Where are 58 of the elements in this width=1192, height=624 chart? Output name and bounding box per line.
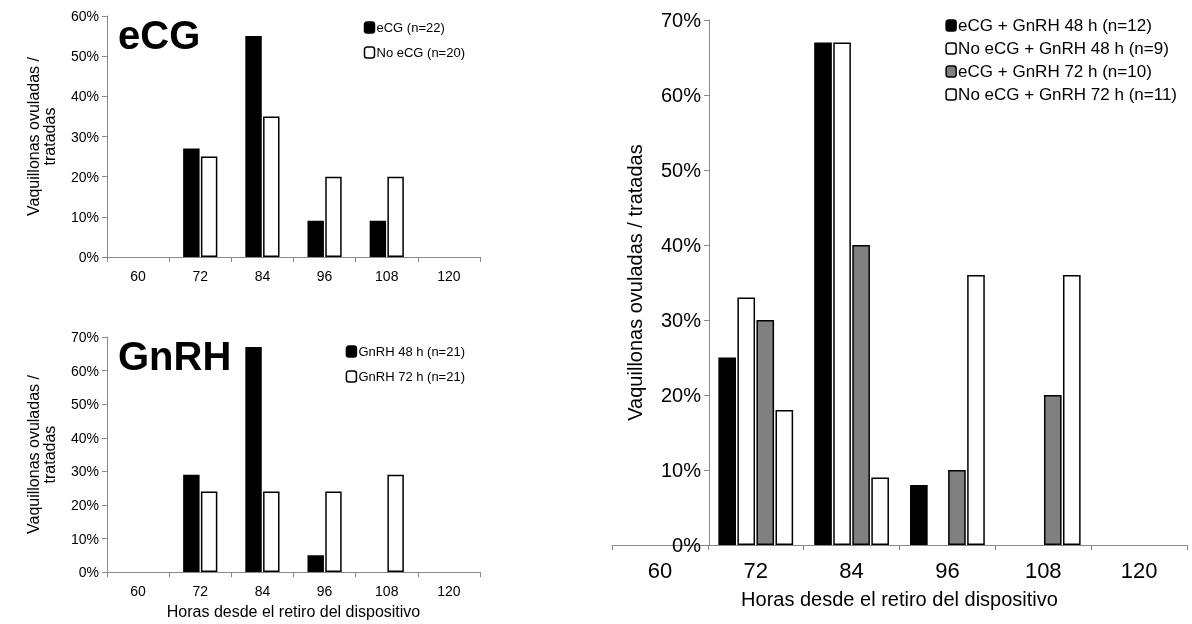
y-tick-label: 0%: [672, 534, 702, 556]
y-tick-label: 20%: [70, 168, 99, 185]
x-tick-label: 72: [743, 557, 768, 583]
y-tick-label: 50%: [660, 159, 702, 181]
x-tick-label: 96: [316, 268, 333, 284]
legend-label: GnRH 48 h (n=21): [358, 344, 466, 359]
x-tick-label: 60: [647, 557, 673, 583]
x-axis-title: Horas desde el retiro del dispositivo: [166, 602, 421, 620]
x-tick-label: 108: [375, 583, 399, 600]
legend-label: eCG + GnRH 72 h (n=10): [958, 62, 1152, 81]
x-axis-title: Horas desde el retiro del dispositivo: [741, 588, 1058, 610]
y-tick-label: 70%: [70, 329, 99, 345]
x-tick-label: 72: [192, 268, 209, 284]
y-tick-label: 60%: [70, 362, 99, 379]
x-tick-label: 96: [935, 557, 960, 583]
y-tick-label: 60%: [70, 8, 99, 24]
chart-title: eCG: [118, 13, 201, 57]
y-tick-label: 70%: [660, 9, 702, 31]
bar: [387, 474, 404, 573]
x-tick-label: 108: [1024, 557, 1062, 583]
y-tick-label: 50%: [70, 396, 99, 413]
y-axis-title: Vaquillonas ovuladas / tratadas: [24, 56, 58, 216]
y-tick-label: 20%: [70, 496, 99, 513]
y-tick-label: 10%: [660, 459, 702, 481]
y-tick-label: 10%: [70, 530, 99, 547]
x-tick-label: 60: [130, 583, 147, 600]
legend-label: eCG + GnRH 48 h (n=12): [958, 16, 1152, 35]
chart-title: GnRH: [118, 334, 232, 378]
legend-label: No eCG + GnRH 48 h (n=9): [958, 39, 1169, 58]
legend-label: No eCG + GnRH 72 h (n=11): [958, 85, 1178, 104]
x-tick-label: 120: [437, 583, 461, 600]
x-tick-label: 84: [839, 557, 864, 583]
y-tick-label: 40%: [660, 234, 702, 256]
y-tick-label: 40%: [70, 88, 99, 105]
y-axis-title: Vaquillonas ovuladas / tratadas: [24, 374, 58, 535]
y-tick-label: 10%: [70, 208, 99, 225]
y-tick-label: 30%: [70, 463, 99, 480]
x-tick-label: 120: [437, 268, 461, 284]
bar: [910, 485, 928, 545]
x-tick-label: 108: [375, 268, 399, 284]
x-tick-label: 84: [254, 268, 271, 284]
y-axis-title: Vaquillonas ovuladas / tratadas: [624, 144, 646, 421]
y-tick-label: 40%: [70, 429, 99, 446]
y-tick-label: 20%: [660, 384, 702, 406]
legend-label: No eCG (n=20): [376, 45, 465, 60]
x-tick-label: 84: [254, 583, 271, 600]
y-tick-label: 0%: [78, 249, 99, 265]
y-tick-label: 60%: [660, 84, 702, 106]
legend-label: GnRH 72 h (n=21): [358, 369, 466, 384]
x-tick-label: 60: [130, 268, 147, 284]
y-tick-label: 30%: [70, 128, 99, 145]
y-tick-label: 0%: [78, 564, 99, 581]
x-tick-label: 120: [1120, 557, 1158, 583]
legend-label: eCG (n=22): [376, 20, 445, 35]
y-tick-label: 50%: [70, 48, 99, 65]
x-tick-label: 72: [192, 583, 209, 600]
x-tick-label: 96: [316, 583, 333, 600]
y-tick-label: 30%: [660, 309, 702, 331]
